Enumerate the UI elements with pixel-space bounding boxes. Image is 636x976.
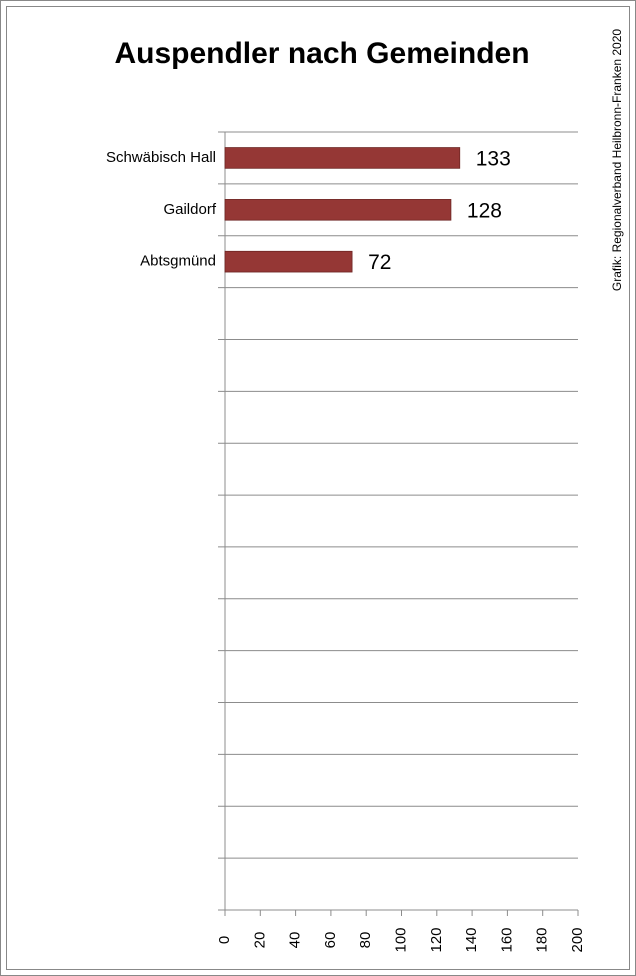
value-label: 133 <box>476 147 511 170</box>
value-label: 128 <box>467 199 502 222</box>
x-tick-label: 160 <box>498 927 515 952</box>
x-tick-label: 180 <box>534 927 551 952</box>
x-tick-label: 100 <box>392 927 409 952</box>
x-tick-label: 40 <box>287 932 304 949</box>
x-tick-label: 200 <box>569 927 586 952</box>
x-tick-label: 80 <box>357 932 374 949</box>
y-tick-label: Abtsgmünd <box>140 253 216 270</box>
bar <box>224 147 461 169</box>
x-tick-label: 60 <box>322 932 339 949</box>
x-tick-label: 0 <box>216 936 233 944</box>
x-tick-label: 140 <box>463 927 480 952</box>
y-tick-label: Schwäbisch Hall <box>106 149 216 166</box>
bar <box>224 199 452 221</box>
x-tick-label: 120 <box>428 927 445 952</box>
value-label: 72 <box>368 251 391 274</box>
chart-title: Auspendler nach Gemeinden <box>114 37 529 70</box>
inner-frame <box>6 6 630 970</box>
source-note: Grafik: Regionalverband Heilbronn-Franke… <box>610 29 624 291</box>
bar <box>224 250 353 273</box>
x-tick-label: 20 <box>251 932 268 949</box>
y-tick-label: Gaildorf <box>163 201 216 218</box>
